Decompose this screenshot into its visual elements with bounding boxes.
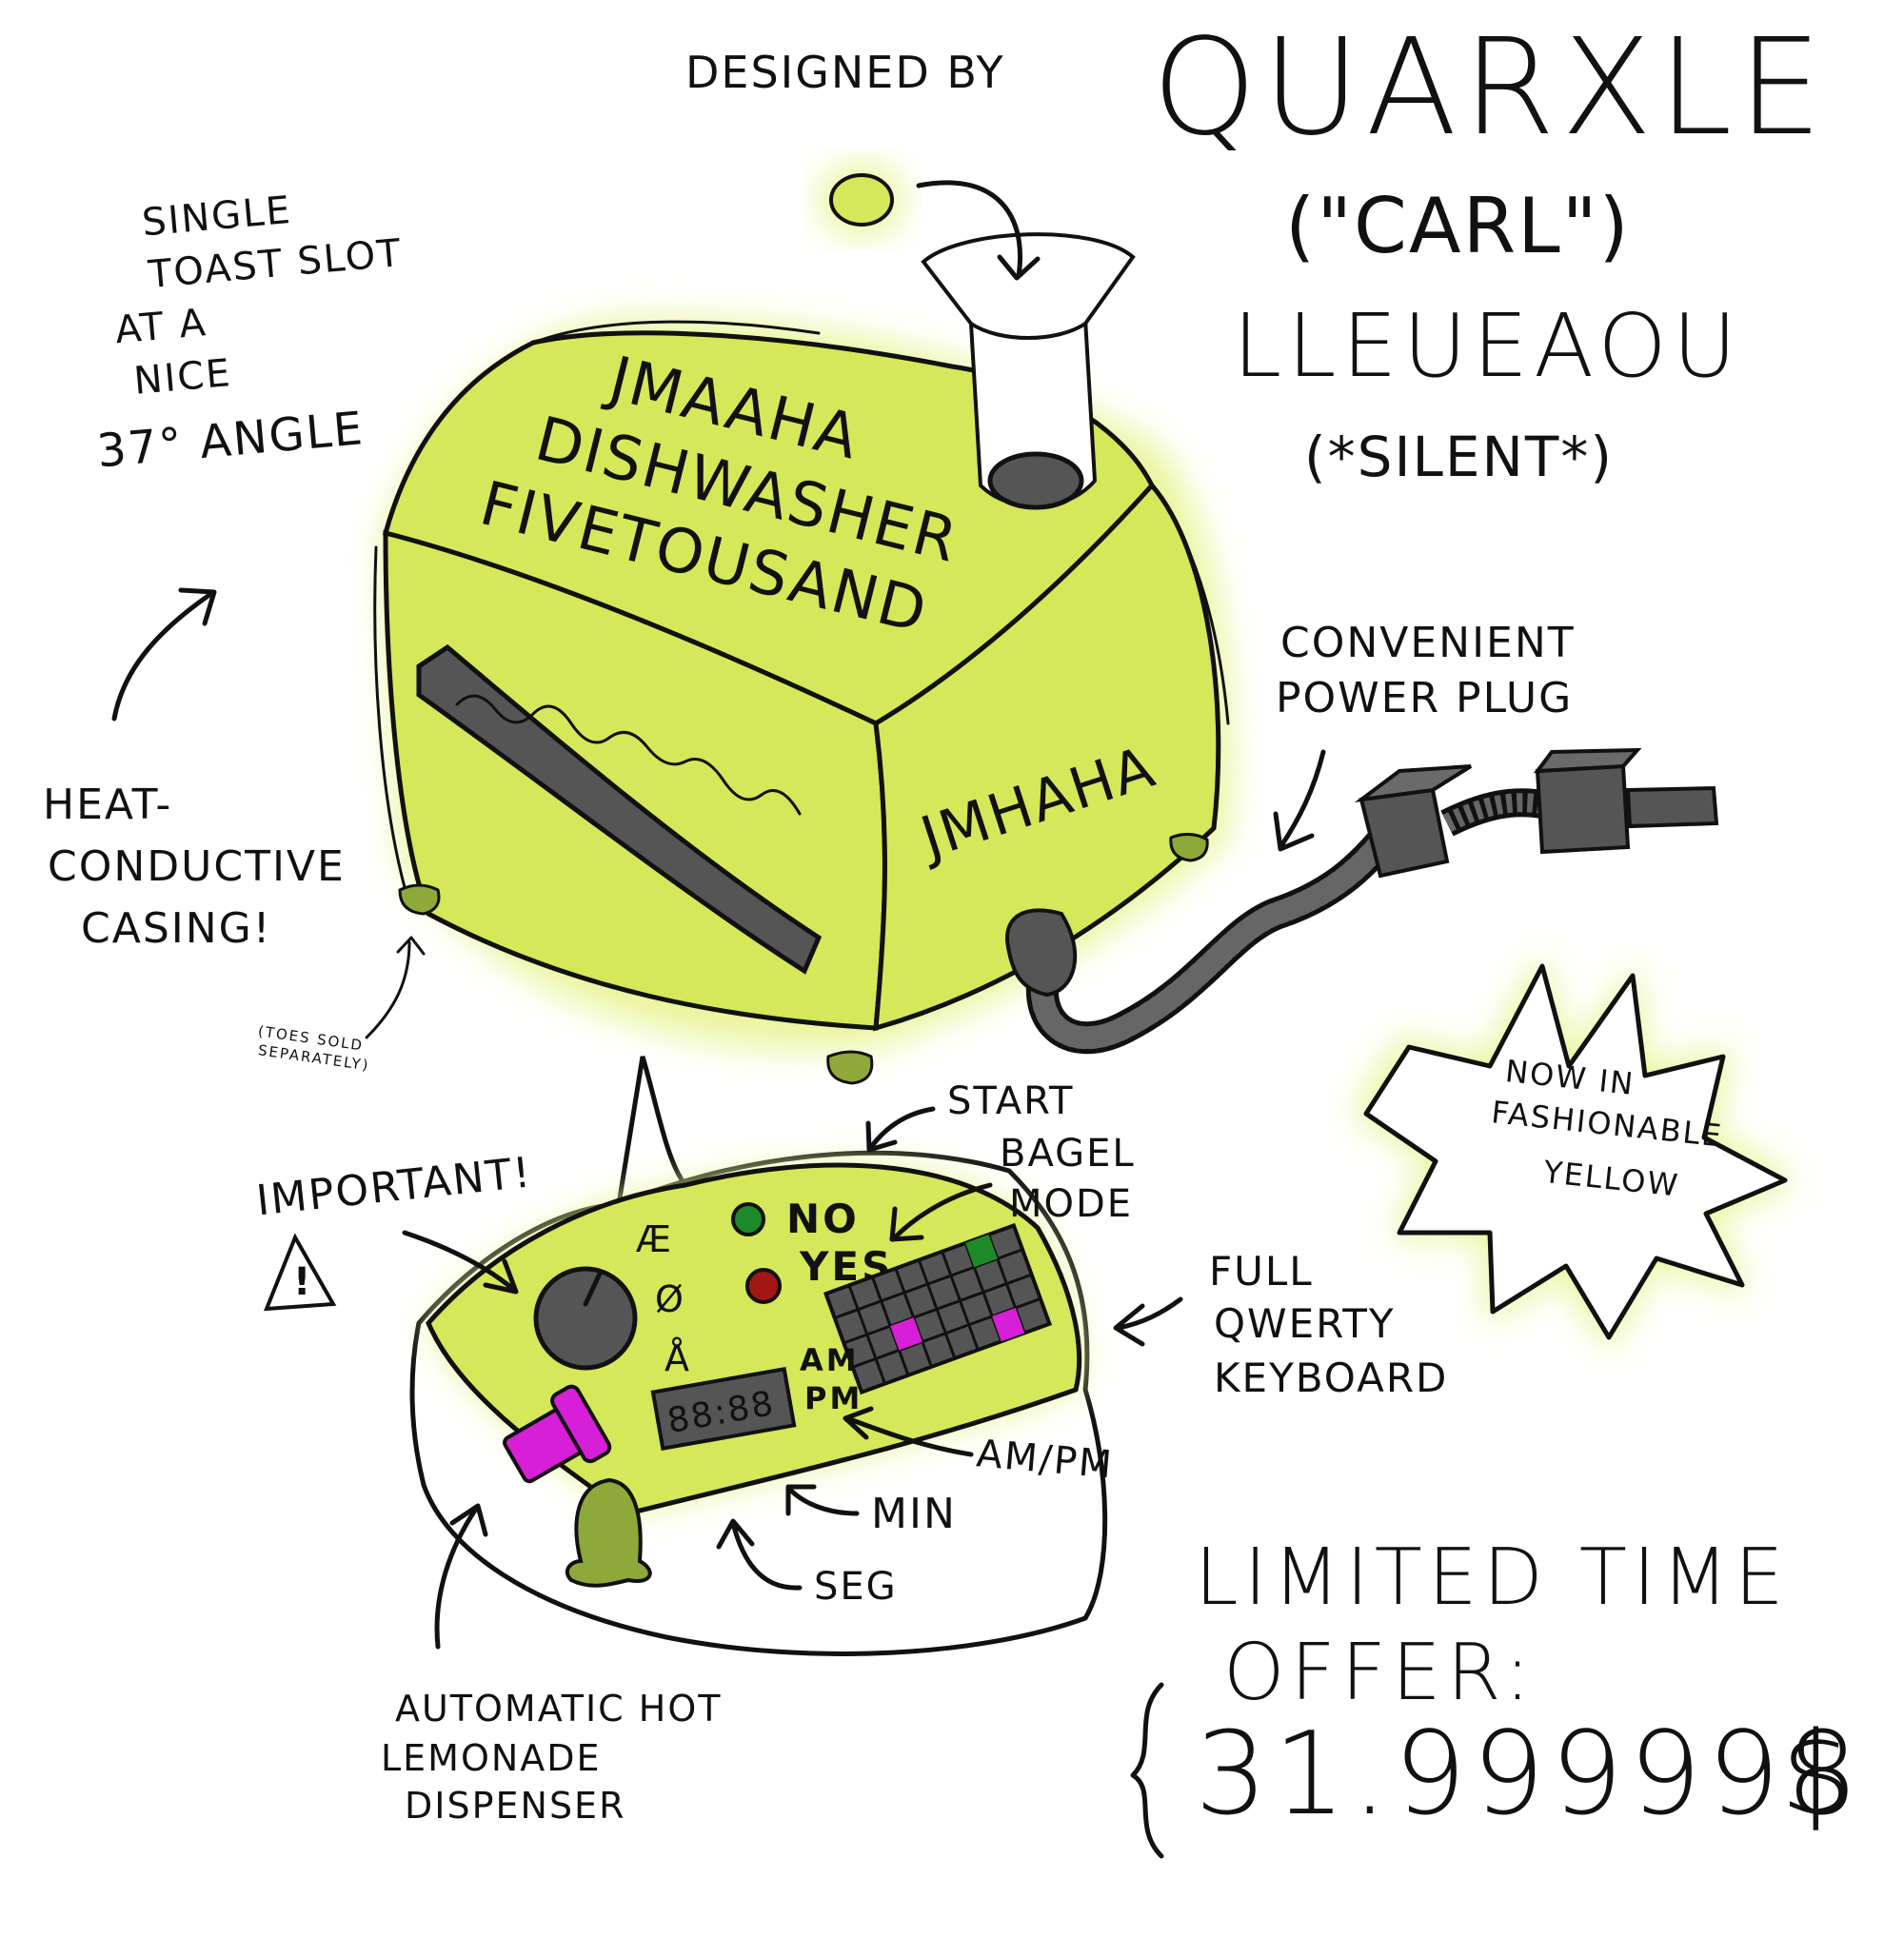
start-arrow — [865, 1106, 936, 1153]
slot-callout-line3: AT A — [113, 301, 208, 352]
curly-brace-icon — [1130, 1682, 1164, 1859]
funnel-hole — [987, 451, 1084, 510]
clock-screen — [650, 1366, 797, 1452]
qwerty-keyboard[interactable] — [823, 1222, 1053, 1395]
plug-box-top — [1354, 764, 1473, 802]
start-label: START — [947, 1079, 1074, 1123]
designer-surname: LLEUEAOU — [1233, 295, 1742, 397]
dial-label-ae: Æ — [636, 1218, 673, 1260]
offer-line2: OFFER: — [1223, 1628, 1537, 1718]
speech-bubble-tail — [616, 1056, 687, 1205]
pm-label[interactable]: PM — [804, 1380, 863, 1416]
yes-button[interactable] — [745, 1268, 782, 1304]
bagel-line1: BAGEL — [1000, 1132, 1136, 1176]
toaster: JMAAHA DISHWASHER FIVETOUSAND JMHAHA — [373, 164, 1231, 1085]
keyboard-key-magenta[interactable] — [890, 1317, 922, 1351]
designer-nickname: ("CARL") — [1285, 182, 1631, 270]
silent-note: (*SILENT*) — [1304, 425, 1614, 489]
funnel-cone — [921, 232, 1136, 340]
toast-slot-scribble — [455, 694, 802, 816]
min-label: MIN — [871, 1490, 957, 1538]
toe-front-left — [398, 883, 441, 916]
toe-front-right — [826, 1050, 874, 1085]
no-button[interactable] — [731, 1202, 765, 1236]
keyboard-line2: QWERTY — [1214, 1300, 1396, 1347]
plug-socket-blob — [1005, 908, 1078, 998]
seg-label: SEG — [814, 1565, 898, 1609]
designed-by-text: DESIGNED BY — [685, 47, 1005, 98]
lemonade-arrow — [434, 1503, 488, 1650]
plug-cable-2-fill — [1442, 793, 1544, 832]
lemon-icon — [829, 173, 894, 227]
plug-line1: CONVENIENT — [1280, 619, 1576, 667]
plug-head-top — [1533, 747, 1642, 774]
plug-prongs — [1625, 785, 1719, 829]
control-panel: Æ Ø Å NO YES 88:88 AM PM — [409, 1056, 1108, 1656]
lemonade-callout: AUTOMATIC HOT LEMONADE DISPENSER — [381, 1688, 723, 1827]
important-arrow — [402, 1230, 519, 1295]
slot-arrow — [111, 587, 217, 722]
panel-callouts: IMPORTANT! ! START BAGEL MODE FULL QWERT… — [254, 1079, 1448, 1650]
clock-display: 88:88 — [650, 1366, 797, 1452]
ampm-arrow — [843, 1406, 974, 1457]
warning-mark: ! — [293, 1260, 313, 1304]
seg-arrow — [716, 1518, 803, 1591]
toaster-side — [873, 482, 1221, 1032]
no-button-label: NO — [786, 1196, 860, 1242]
slot-callout-line1: SINGLE — [140, 188, 293, 246]
dial-label-a: Å — [664, 1337, 691, 1379]
dial-pointer — [583, 1271, 603, 1307]
lemonade-line3: DISPENSER — [405, 1785, 625, 1827]
plug-head — [1535, 763, 1631, 855]
dial-label-o: Ø — [655, 1278, 685, 1320]
slot-callout-line4: NICE — [132, 351, 234, 404]
toes-arrow — [365, 936, 426, 1039]
casing-line2: CONDUCTIVE — [48, 842, 346, 891]
keyboard-line1: FULL — [1209, 1248, 1314, 1295]
warning-triangle — [263, 1233, 337, 1312]
offer-currency: $ — [1780, 1709, 1858, 1841]
header: DESIGNED BY QUARXLE ("CARL") LLEUEAOU (*… — [685, 10, 1828, 489]
toast-slot — [416, 643, 823, 975]
limited-offer: LIMITED TIME OFFER: 31.999998 $ — [1130, 1533, 1864, 1859]
lemonade-dispenser[interactable] — [496, 1384, 612, 1495]
keyboard-line3: KEYBOARD — [1214, 1355, 1448, 1401]
lemonade-line1: AUTOMATIC HOT — [395, 1688, 723, 1730]
casing-line1: HEAT- — [43, 781, 172, 829]
slot-callout: SINGLE TOAST SLOT AT A NICE 37° ANGLE — [95, 188, 405, 479]
toe-back-right — [1169, 833, 1209, 862]
toaster-sketch-lines — [373, 320, 1230, 906]
frog-figure — [565, 1477, 652, 1588]
casing-line3: CASING! — [81, 904, 271, 953]
yellow-burst: NOW IN FASHIONABLE YELLOW — [1352, 952, 1799, 1352]
burst-shape — [1363, 963, 1788, 1340]
offer-line1: LIMITED TIME — [1195, 1533, 1790, 1623]
cord-body — [1030, 826, 1397, 1050]
lemonade-line2: LEMONADE — [381, 1737, 602, 1779]
power-plug-callout: CONVENIENT POWER PLUG — [1273, 619, 1576, 852]
important-label: IMPORTANT! — [254, 1148, 534, 1225]
casing-callout: HEAT- CONDUCTIVE CASING! — [43, 781, 346, 953]
slot-callout-line5: 37° ANGLE — [95, 402, 367, 478]
plug-line2: POWER PLUG — [1276, 674, 1573, 722]
min-arrow — [785, 1484, 860, 1516]
am-label[interactable]: AM — [800, 1342, 860, 1378]
designer-name: QUARXLE — [1152, 10, 1828, 166]
lemon-arrow — [916, 180, 1041, 281]
power-cord — [1005, 747, 1719, 1055]
dispenser-head — [550, 1384, 612, 1464]
keyboard-key-green[interactable] — [965, 1234, 998, 1268]
temperature-dial[interactable] — [533, 1266, 638, 1371]
bagel-line2: MODE — [1009, 1182, 1133, 1226]
bagel-arrow — [889, 1182, 993, 1242]
plug-arrow — [1273, 749, 1326, 852]
keyboard-key-magenta-2[interactable] — [992, 1308, 1025, 1342]
offer-price: 31.999998 — [1195, 1709, 1864, 1841]
keyboard-arrow — [1113, 1296, 1183, 1347]
